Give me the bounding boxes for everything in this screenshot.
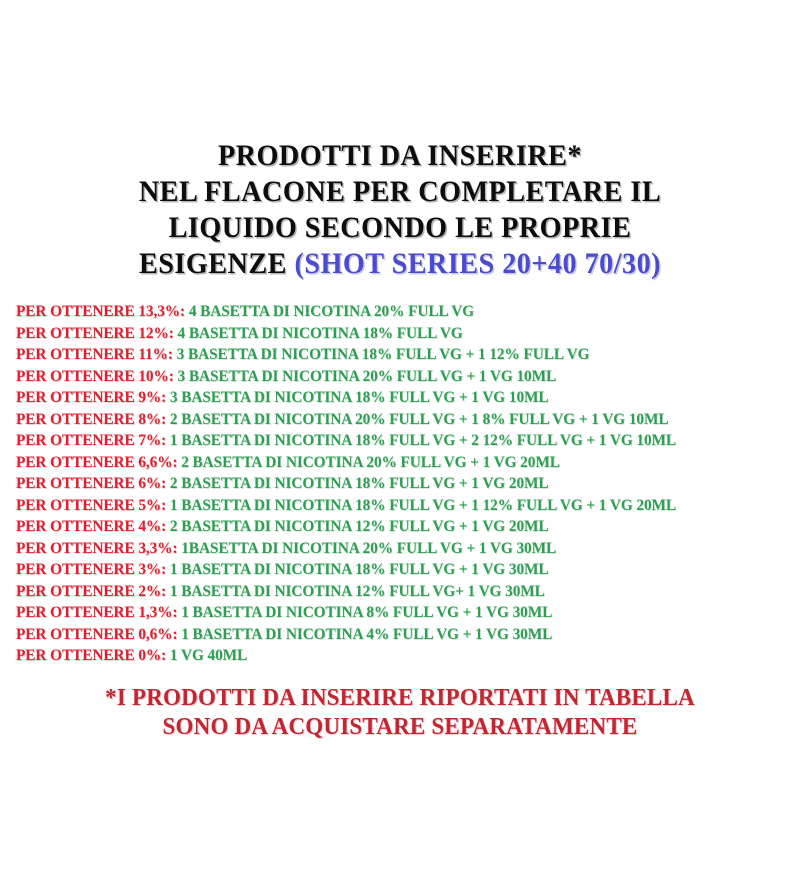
recipe-row: PER OTTENERE 6,6%: 2 BASETTA DI NICOTINA… — [16, 452, 778, 474]
recipe-ingredients-value: 2 BASETTA DI NICOTINA 12% FULL VG + 1 VG… — [169, 518, 549, 535]
recipe-target-label: PER OTTENERE 5%: — [16, 496, 167, 514]
recipe-ingredients-value: 1 BASETTA DI NICOTINA 4% FULL VG + 1 VG … — [181, 625, 553, 643]
recipe-ingredients-value: 2 BASETTA DI NICOTINA 20% FULL VG + 1 8%… — [169, 410, 669, 428]
recipe-ingredients-value: 3 BASETTA DI NICOTINA 18% FULL VG + 1 VG… — [169, 389, 549, 406]
recipe-target-label: PER OTTENERE 8%: — [16, 410, 167, 428]
recipe-row: PER OTTENERE 0%: 1 VG 40ML — [16, 645, 778, 667]
recipe-row: PER OTTENERE 2%: 1 BASETTA DI NICOTINA 1… — [16, 581, 778, 603]
recipe-target-label: PER OTTENERE 13,3%: — [16, 303, 186, 320]
recipe-target-label: PER OTTENERE 11%: — [16, 346, 173, 363]
recipe-target-label: PER OTTENERE 2%: — [16, 582, 167, 600]
recipe-target-label: PER OTTENERE 1,3%: — [16, 604, 178, 621]
recipe-target-label: PER OTTENERE 10%: — [16, 367, 174, 385]
recipe-ingredients-value: 1 BASETTA DI NICOTINA 18% FULL VG + 2 12… — [169, 432, 677, 449]
recipe-ingredients-value: 1 BASETTA DI NICOTINA 8% FULL VG + 1 VG … — [181, 604, 553, 621]
recipe-row: PER OTTENERE 3,3%: 1BASETTA DI NICOTINA … — [16, 538, 778, 560]
recipe-row: PER OTTENERE 3%: 1 BASETTA DI NICOTINA 1… — [16, 559, 778, 581]
title-line-3: LIQUIDO SECONDO LE PROPRIE — [168, 211, 632, 244]
recipe-target-label: PER OTTENERE 0%: — [16, 647, 167, 664]
recipe-row: PER OTTENERE 4%: 2 BASETTA DI NICOTINA 1… — [16, 516, 778, 538]
title-line-2: NEL FLACONE PER COMPLETARE IL — [138, 175, 662, 208]
recipe-ingredients-value: 1BASETTA DI NICOTINA 20% FULL VG + 1 VG … — [181, 539, 557, 557]
recipe-ingredients-value: 3 BASETTA DI NICOTINA 20% FULL VG + 1 VG… — [177, 367, 557, 385]
recipe-row: PER OTTENERE 12%: 4 BASETTA DI NICOTINA … — [16, 323, 778, 345]
title-shot-series-text: (SHOT SERIES 20+40 70/30) — [294, 247, 662, 280]
recipe-ingredients-value: 1 BASETTA DI NICOTINA 18% FULL VG + 1 VG… — [169, 561, 549, 578]
footnote: *I PRODOTTI DA INSERIRE RIPORTATI IN TAB… — [0, 684, 800, 742]
footnote-line-2: SONO DA ACQUISTARE SEPARATAMENTE — [162, 714, 638, 740]
recipe-list: PER OTTENERE 13,3%: 4 BASETTA DI NICOTIN… — [16, 301, 786, 667]
recipe-target-label: PER OTTENERE 6,6%: — [16, 453, 178, 471]
page-title: PRODOTTI DA INSERIRE* NEL FLACONE PER CO… — [0, 141, 800, 279]
recipe-row: PER OTTENERE 5%: 1 BASETTA DI NICOTINA 1… — [16, 495, 778, 517]
title-esigenze-text: ESIGENZE — [138, 247, 287, 280]
recipe-row: PER OTTENERE 8%: 2 BASETTA DI NICOTINA 2… — [16, 409, 778, 431]
title-line-1: PRODOTTI DA INSERIRE* — [217, 139, 583, 172]
recipe-row: PER OTTENERE 6%: 2 BASETTA DI NICOTINA 1… — [16, 473, 778, 495]
recipe-target-label: PER OTTENERE 4%: — [16, 518, 167, 535]
recipe-row: PER OTTENERE 0,6%: 1 BASETTA DI NICOTINA… — [16, 624, 778, 646]
recipe-ingredients-value: 4 BASETTA DI NICOTINA 20% FULL VG — [188, 303, 475, 320]
recipe-row: PER OTTENERE 9%: 3 BASETTA DI NICOTINA 1… — [16, 387, 778, 409]
recipe-target-label: PER OTTENERE 12%: — [16, 324, 174, 342]
recipe-target-label: PER OTTENERE 0,6%: — [16, 625, 178, 643]
title-line-4: ESIGENZE (SHOT SERIES 20+40 70/30) — [24, 249, 776, 279]
recipe-ingredients-value: 1 VG 40ML — [169, 647, 248, 664]
recipe-row: PER OTTENERE 7%: 1 BASETTA DI NICOTINA 1… — [16, 430, 778, 452]
recipe-ingredients-value: 4 BASETTA DI NICOTINA 18% FULL VG — [177, 324, 463, 342]
recipe-row: PER OTTENERE 11%: 3 BASETTA DI NICOTINA … — [16, 344, 778, 366]
recipe-ingredients-value: 1 BASETTA DI NICOTINA 12% FULL VG+ 1 VG … — [169, 582, 545, 600]
recipe-target-label: PER OTTENERE 7%: — [16, 432, 167, 449]
recipe-target-label: PER OTTENERE 3,3%: — [16, 539, 178, 557]
recipe-row: PER OTTENERE 1,3%: 1 BASETTA DI NICOTINA… — [16, 602, 778, 624]
recipe-ingredients-value: 3 BASETTA DI NICOTINA 18% FULL VG + 1 12… — [176, 346, 590, 363]
recipe-target-label: PER OTTENERE 6%: — [16, 475, 167, 492]
recipe-target-label: PER OTTENERE 3%: — [16, 561, 167, 578]
recipe-ingredients-value: 2 BASETTA DI NICOTINA 20% FULL VG + 1 VG… — [181, 453, 560, 471]
recipe-row: PER OTTENERE 10%: 3 BASETTA DI NICOTINA … — [16, 366, 778, 388]
recipe-ingredients-value: 1 BASETTA DI NICOTINA 18% FULL VG + 1 12… — [169, 496, 677, 514]
recipe-ingredients-value: 2 BASETTA DI NICOTINA 18% FULL VG + 1 VG… — [169, 475, 549, 492]
recipe-target-label: PER OTTENERE 9%: — [16, 389, 167, 406]
footnote-line-1: *I PRODOTTI DA INSERIRE RIPORTATI IN TAB… — [105, 685, 695, 711]
recipe-row: PER OTTENERE 13,3%: 4 BASETTA DI NICOTIN… — [16, 301, 778, 323]
